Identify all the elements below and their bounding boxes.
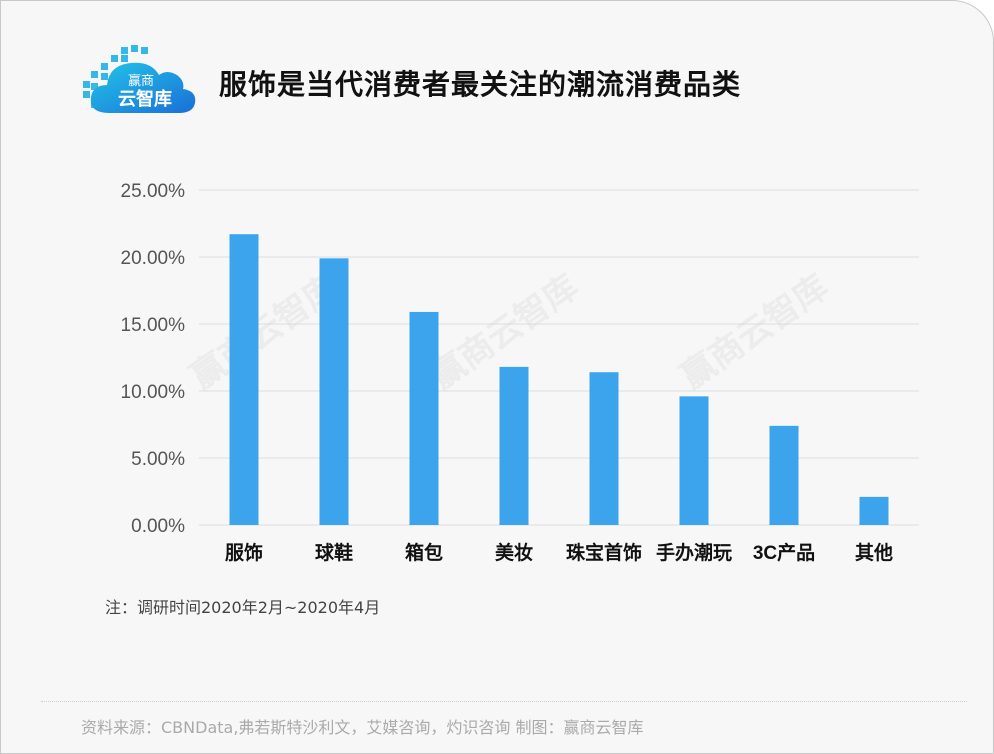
- y-tick-label: 15.00%: [121, 315, 186, 336]
- x-tick-label: 服饰: [225, 541, 263, 564]
- bar: [319, 258, 349, 525]
- x-tick-label: 3C产品: [753, 541, 815, 564]
- bar: [229, 234, 259, 525]
- x-tick-label: 手办潮玩: [656, 541, 732, 564]
- x-tick-label: 美妆: [495, 541, 533, 564]
- y-tick-label: 25.00%: [121, 181, 186, 202]
- logo-text-2: 云智库: [118, 88, 172, 109]
- bar: [409, 311, 439, 525]
- bar-chart: 赢商云智库 赢商云智库 赢商云智库0.00%5.00%10.00%15.00%20.…: [121, 181, 919, 564]
- bar: [589, 372, 619, 525]
- logo-text-1: 赢商: [128, 73, 154, 88]
- y-tick-label: 0.00%: [131, 516, 185, 537]
- x-tick-label: 球鞋: [315, 541, 353, 564]
- bar: [769, 425, 799, 525]
- bar: [859, 496, 889, 525]
- logo: 赢商 云智库: [75, 41, 201, 121]
- bar: [679, 396, 709, 525]
- source-text: 资料来源：CBNData,弗若斯特沙利文，艾媒咨询，灼识咨询 制图：赢商云智库: [81, 718, 644, 737]
- x-tick-label: 珠宝首饰: [566, 541, 642, 564]
- logo-cloud-icon: 赢商 云智库: [83, 45, 196, 113]
- y-tick-label: 20.00%: [121, 248, 186, 269]
- y-tick-label: 5.00%: [131, 449, 185, 470]
- y-tick-label: 10.00%: [121, 382, 186, 403]
- footer-divider: [41, 701, 967, 702]
- chart-title: 服饰是当代消费者最关注的潮流消费品类: [219, 68, 742, 101]
- x-tick-label: 其他: [855, 541, 893, 564]
- watermark-text: 赢商云智库: [674, 267, 836, 396]
- chart-note: 注：调研时间2020年2月~2020年4月: [105, 598, 381, 617]
- x-tick-label: 箱包: [405, 541, 443, 564]
- bar: [499, 366, 529, 525]
